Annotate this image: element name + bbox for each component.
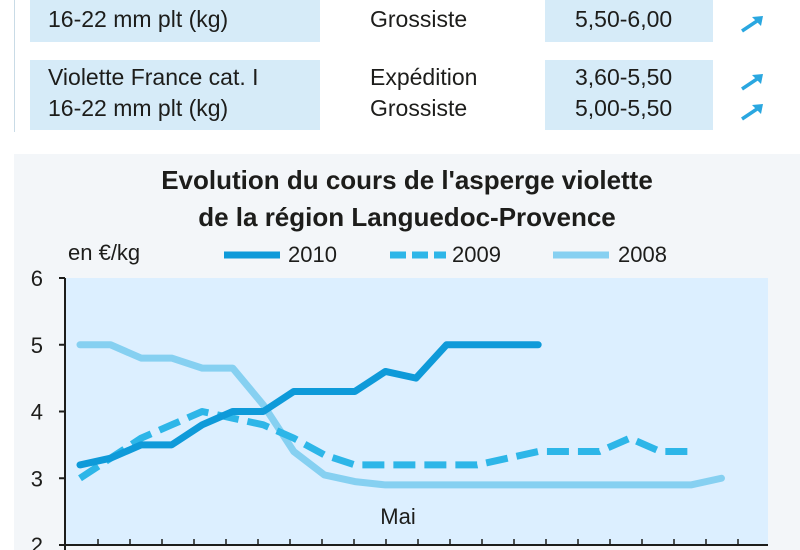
price-table: 16-22 mm plt (kg) Grossiste 5,50-6,00 Vi…	[0, 0, 800, 135]
table-price: 5,50-6,00	[575, 6, 673, 32]
table-product-line: Violette France cat. I	[48, 64, 259, 90]
cell-bg-product-2	[30, 60, 320, 130]
table-price: 3,60-5,50	[575, 64, 673, 90]
table-stage: Grossiste	[370, 6, 468, 32]
chart-title: Evolution du cours de l'asperge violette	[161, 165, 653, 195]
legend-swatch-2009	[390, 251, 446, 259]
chart-subtitle: de la région Languedoc-Provence	[198, 202, 616, 232]
table-product-line: 16-22 mm plt (kg)	[48, 6, 229, 32]
series-line-2009	[78, 408, 691, 482]
trend-up-icon	[741, 16, 763, 33]
y-tick-label: 5	[31, 333, 43, 358]
legend-label-2010: 2010	[288, 242, 337, 267]
table-product-line: 16-22 mm plt (kg)	[48, 95, 229, 121]
cell-bg-product-1	[30, 0, 320, 42]
y-tick-label: 3	[31, 466, 43, 491]
series-line-2010	[76, 341, 542, 469]
plot-area	[65, 278, 768, 545]
legend-swatch-2010	[224, 251, 280, 259]
legend-label-2009: 2009	[452, 242, 501, 267]
table-stage: Grossiste	[370, 95, 468, 121]
cell-bg-price-2	[545, 60, 713, 130]
y-tick-label: 4	[31, 400, 43, 425]
table-stage: Expédition	[370, 64, 478, 90]
series-line-2008	[76, 341, 725, 489]
table-left-border	[14, 0, 15, 132]
legend-label-2008: 2008	[618, 242, 667, 267]
y-tick-label: 2	[31, 533, 43, 550]
cell-bg-price-1	[545, 0, 713, 42]
legend-swatch-2008	[553, 251, 609, 259]
trend-up-icon	[741, 104, 763, 121]
y-axis-label: en €/kg	[68, 240, 141, 265]
trend-up-icon	[741, 74, 763, 91]
table-price: 5,00-5,50	[575, 95, 673, 121]
x-annotation-mai: Mai	[380, 504, 415, 529]
y-tick-label: 6	[31, 266, 43, 291]
